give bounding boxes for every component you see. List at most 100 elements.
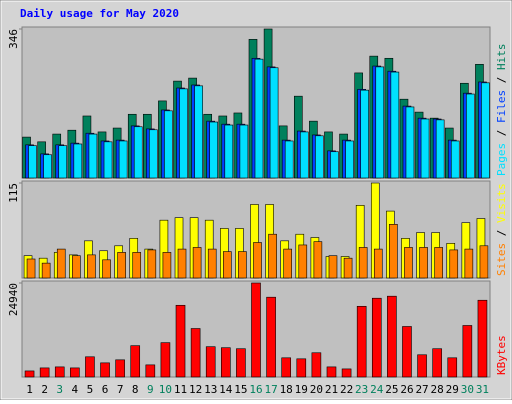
bar — [464, 248, 474, 279]
bar — [268, 233, 277, 279]
bar — [147, 249, 157, 279]
bar — [328, 255, 338, 279]
bar — [269, 67, 279, 179]
bar — [447, 357, 458, 378]
y-tick-label: 24940 — [7, 283, 20, 316]
bar — [389, 224, 398, 279]
x-tick-label: 23 — [355, 383, 368, 396]
x-tick-label: 1 — [26, 383, 33, 396]
bar — [102, 259, 111, 279]
bar — [164, 110, 173, 179]
bar — [360, 89, 369, 179]
bar — [281, 357, 291, 378]
legend-entry: Files — [495, 90, 508, 123]
legend: Pages / Files / Hits — [495, 44, 508, 177]
bar — [402, 326, 412, 378]
bar — [477, 299, 488, 378]
x-tick-label: 28 — [431, 383, 444, 396]
bar — [419, 247, 428, 279]
bar — [449, 249, 459, 279]
x-tick-label: 17 — [264, 383, 277, 396]
legend-entry: KBytes — [495, 335, 508, 375]
bar — [481, 82, 490, 179]
legend-separator: / — [495, 70, 508, 90]
bar — [58, 145, 68, 179]
bar — [299, 131, 309, 179]
bar — [434, 247, 443, 279]
bar — [358, 247, 368, 279]
bar — [266, 296, 276, 378]
bar — [162, 252, 172, 279]
bar — [405, 106, 415, 179]
bar — [356, 305, 367, 378]
bar — [179, 88, 188, 179]
bar — [404, 247, 413, 279]
bar — [100, 362, 110, 378]
bar — [177, 248, 187, 279]
bar — [341, 368, 352, 378]
bar — [238, 251, 247, 279]
x-tick-label: 4 — [72, 383, 79, 396]
y-tick-label: 346 — [7, 29, 20, 49]
x-tick-label: 7 — [117, 383, 124, 396]
bar — [224, 124, 234, 179]
bar — [251, 282, 261, 378]
x-tick-label: 8 — [132, 383, 139, 396]
bar — [284, 140, 294, 179]
bar — [73, 143, 83, 179]
x-tick-label: 13 — [204, 383, 217, 396]
bar — [87, 254, 96, 279]
bar — [343, 257, 353, 279]
bar — [373, 248, 383, 279]
bar — [130, 345, 141, 378]
bar — [315, 135, 324, 179]
x-tick-label: 12 — [189, 383, 202, 396]
bar — [330, 151, 339, 179]
bar — [479, 245, 489, 279]
legend-entry: Visits — [495, 183, 508, 223]
bar — [387, 295, 397, 378]
x-tick-label: 24 — [370, 383, 384, 396]
bar — [194, 85, 203, 179]
bar — [390, 71, 400, 179]
x-tick-label: 27 — [415, 383, 428, 396]
legend-separator: / — [495, 223, 508, 243]
x-tick-label: 31 — [476, 383, 489, 396]
bar — [209, 121, 219, 179]
x-tick-label: 22 — [340, 383, 353, 396]
bar — [420, 118, 430, 179]
legend-entry: Pages — [495, 143, 508, 176]
bar — [88, 133, 98, 179]
bar — [145, 364, 156, 378]
x-tick-label: 20 — [310, 383, 323, 396]
chart-title: Daily usage for May 2020 — [20, 7, 179, 20]
bar — [41, 262, 51, 279]
bar — [103, 141, 113, 179]
bar — [72, 255, 81, 279]
bar — [283, 248, 292, 279]
bar — [371, 297, 382, 378]
x-tick-label: 26 — [400, 383, 413, 396]
bar — [39, 367, 50, 378]
bar — [223, 251, 232, 279]
bar — [24, 370, 35, 378]
legend: Sites / Visits — [495, 183, 508, 276]
bar — [190, 328, 201, 378]
bar — [345, 140, 354, 179]
bar — [462, 325, 473, 378]
x-tick-label: 6 — [102, 383, 109, 396]
bar — [311, 352, 322, 378]
bar — [253, 242, 262, 279]
legend-entry: Sites — [495, 243, 508, 276]
bar — [133, 126, 143, 179]
x-tick-label: 10 — [159, 383, 172, 396]
legend-separator: / — [495, 123, 508, 143]
x-tick-label: 5 — [87, 383, 94, 396]
y-tick-label: 115 — [7, 183, 20, 203]
x-tick-label: 9 — [147, 383, 154, 396]
bar — [254, 58, 264, 179]
bar — [313, 241, 323, 279]
bar — [298, 244, 308, 279]
